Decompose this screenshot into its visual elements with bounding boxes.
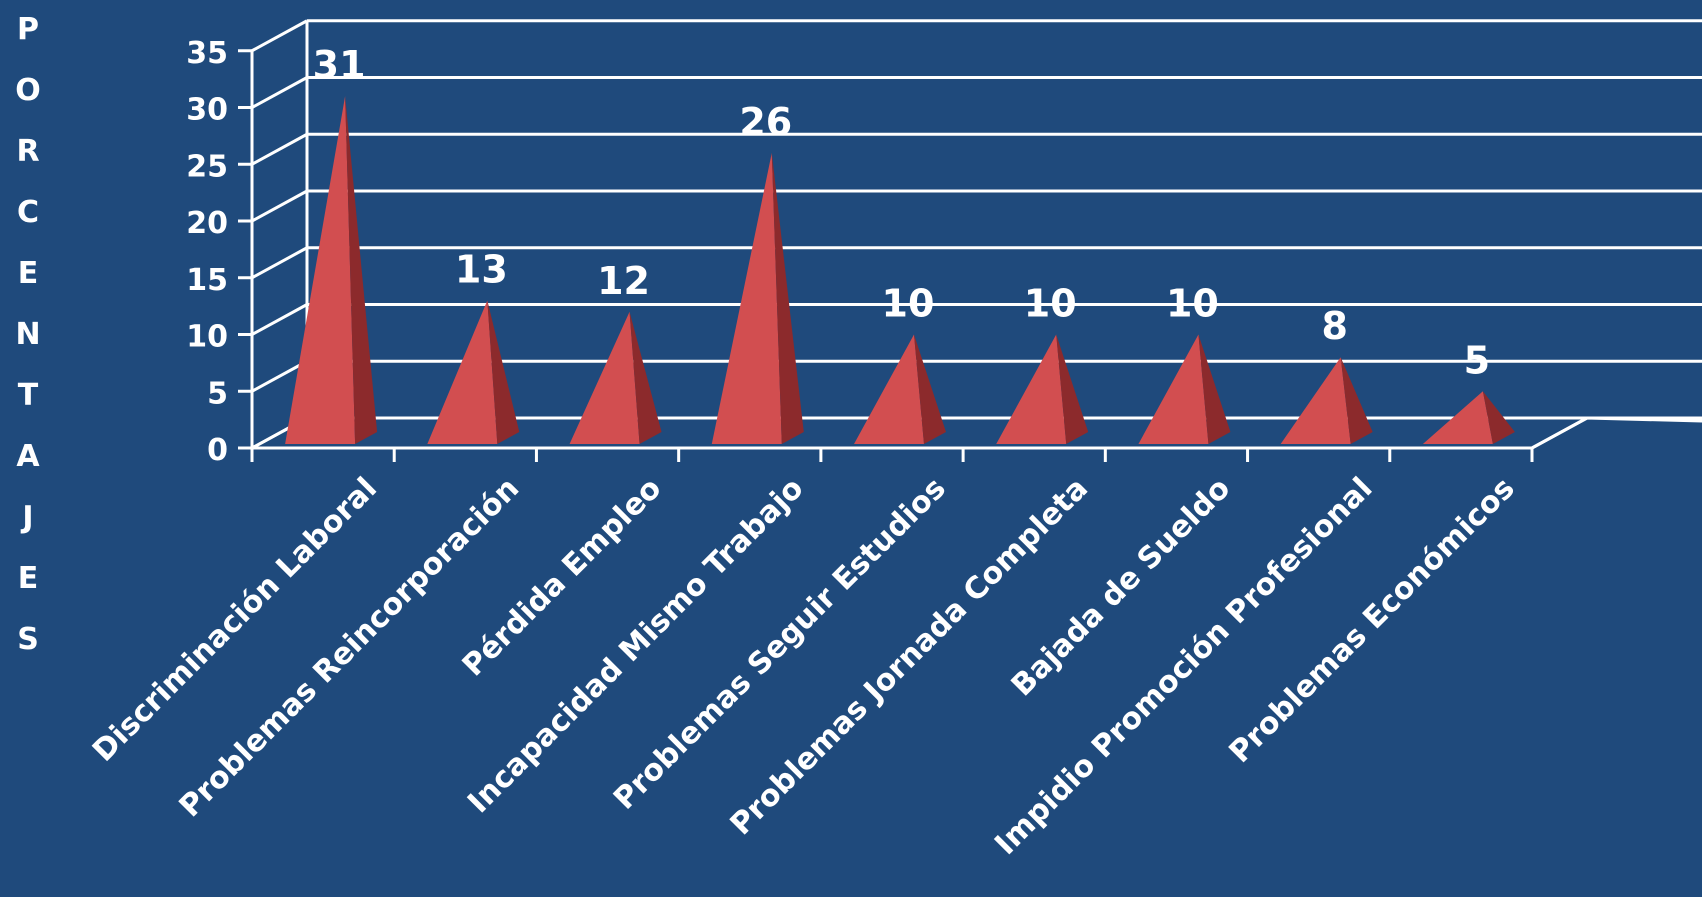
data-label: 10 bbox=[1166, 282, 1219, 326]
bar-side-face bbox=[914, 334, 946, 444]
bar bbox=[854, 334, 946, 444]
grid-diagonal bbox=[251, 132, 308, 166]
bar bbox=[1280, 357, 1373, 444]
bar bbox=[711, 152, 804, 444]
y-tick-label: 0 bbox=[207, 433, 228, 468]
x-tick-label: Discriminación Laboral bbox=[86, 471, 384, 769]
grid-diagonal bbox=[251, 189, 308, 223]
bar-side-face bbox=[345, 96, 378, 445]
y-axis-title-letter: E bbox=[17, 561, 39, 596]
grid-diagonal bbox=[251, 19, 308, 53]
bar-front-face bbox=[1280, 357, 1351, 444]
bar-front-face bbox=[854, 334, 924, 444]
grid-diagonal bbox=[251, 359, 308, 393]
bar-side-face bbox=[629, 311, 662, 444]
bar-front-face bbox=[427, 300, 498, 444]
y-axis-title-letter: P bbox=[17, 12, 39, 47]
y-axis-title-letter: E bbox=[17, 256, 39, 291]
gridlines bbox=[251, 19, 1702, 450]
data-label: 13 bbox=[455, 247, 508, 291]
y-axis-title-letter: N bbox=[15, 317, 41, 352]
bar-side-face bbox=[1482, 391, 1515, 444]
bar bbox=[1138, 334, 1231, 444]
bar bbox=[569, 311, 662, 444]
x-tick-label: Problemas Económicos bbox=[1223, 471, 1522, 770]
bar-front-face bbox=[569, 311, 640, 444]
grid-diagonal bbox=[251, 246, 308, 280]
y-tick-label: 25 bbox=[186, 149, 228, 184]
bar-front-face bbox=[285, 96, 356, 445]
bar-front-face bbox=[1422, 391, 1493, 444]
data-label: 8 bbox=[1321, 304, 1347, 348]
y-axis-title-letter: A bbox=[16, 439, 40, 474]
y-tick-label: 10 bbox=[186, 320, 228, 355]
bar bbox=[1422, 391, 1515, 444]
data-label: 12 bbox=[597, 259, 650, 303]
bar-front-face bbox=[711, 152, 782, 444]
y-axis-title-letter: C bbox=[16, 195, 40, 230]
data-label: 26 bbox=[739, 100, 792, 144]
data-label: 10 bbox=[1024, 282, 1077, 326]
bar bbox=[285, 96, 378, 445]
y-tick-label: 30 bbox=[186, 93, 228, 128]
bars bbox=[285, 96, 1515, 445]
bar-side-face bbox=[1056, 334, 1089, 444]
bar-side-face bbox=[1198, 334, 1231, 444]
bar bbox=[427, 300, 520, 444]
data-label: 10 bbox=[882, 282, 935, 326]
bar-side-face bbox=[1340, 357, 1373, 444]
y-axis-title-letter: O bbox=[15, 73, 41, 108]
y-axis-title-letter: J bbox=[22, 500, 34, 535]
data-label: 5 bbox=[1464, 338, 1490, 382]
bar-front-face bbox=[996, 334, 1067, 444]
grid-diagonal bbox=[251, 303, 308, 336]
y-axis-title-letter: S bbox=[17, 622, 39, 657]
bar-side-face bbox=[771, 152, 804, 444]
y-axis-title-letter: T bbox=[17, 378, 39, 413]
bar-side-face bbox=[487, 300, 520, 444]
y-tick-label: 5 bbox=[207, 376, 228, 411]
y-tick-labels: 0 5 10 15 20 25 30 35 bbox=[186, 36, 228, 468]
y-tick-label: 20 bbox=[186, 206, 228, 241]
data-label: 31 bbox=[313, 43, 366, 87]
data-labels: 31 13 12 26 10 10 10 8 5 bbox=[313, 43, 1490, 382]
bar bbox=[996, 334, 1089, 444]
y-tick-label: 15 bbox=[186, 263, 228, 298]
y-tick-label: 35 bbox=[186, 36, 228, 71]
grid-diagonal bbox=[251, 76, 308, 109]
floor-right-edge bbox=[1531, 416, 1588, 450]
bar-front-face bbox=[1138, 334, 1209, 444]
y-axis-title-letter: R bbox=[16, 134, 40, 169]
